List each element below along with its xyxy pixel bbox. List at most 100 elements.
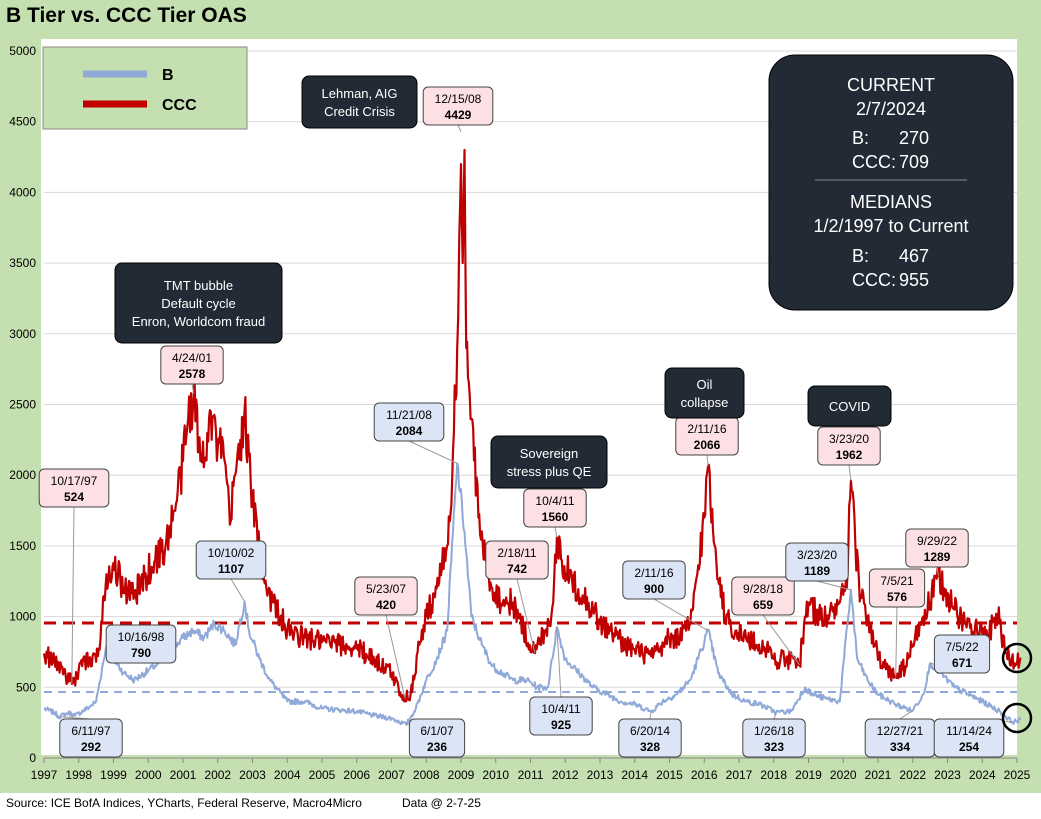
x-tick-label: 2005 bbox=[309, 768, 336, 782]
data-label-date: 6/11/97 bbox=[71, 724, 110, 738]
y-tick-label: 3500 bbox=[9, 256, 36, 270]
data-label-ccc: 10/17/97 524 bbox=[38, 468, 110, 508]
data-label-date: 10/4/11 bbox=[541, 702, 580, 716]
leader-line bbox=[653, 598, 709, 632]
data-label-box bbox=[485, 540, 549, 580]
leader-line bbox=[706, 454, 709, 466]
legend-label-ccc: CCC bbox=[162, 97, 197, 114]
data-label-value: 420 bbox=[376, 598, 396, 612]
leader-line bbox=[895, 606, 898, 677]
data-label-b: 12/27/21 334 bbox=[864, 718, 936, 758]
data-label-date: 11/21/08 bbox=[386, 408, 432, 422]
x-tick-label: 2025 bbox=[1004, 768, 1031, 782]
chart-title: B Tier vs. CCC Tier OAS bbox=[6, 4, 247, 27]
leader-line bbox=[230, 578, 245, 602]
x-tick-label: 2019 bbox=[795, 768, 822, 782]
data-label-box bbox=[933, 634, 991, 674]
annotation-panel bbox=[807, 385, 892, 427]
data-label-date: 12/15/08 bbox=[435, 92, 482, 106]
annotation-text: collapse bbox=[681, 395, 729, 410]
x-tick-label: 2013 bbox=[587, 768, 614, 782]
info-current-ccc-value: 709 bbox=[899, 152, 929, 172]
current-b-marker bbox=[1001, 702, 1033, 734]
data-label-box bbox=[373, 402, 445, 442]
leader-line bbox=[385, 614, 406, 699]
data-date-note: Data @ 2-7-25 bbox=[402, 796, 481, 810]
annotation-box: Oil collapse bbox=[664, 367, 745, 419]
info-median-b-label: B: bbox=[852, 246, 869, 266]
x-tick-label: 2015 bbox=[656, 768, 683, 782]
data-label-value: 2066 bbox=[694, 438, 721, 452]
legend-label-b: B bbox=[162, 67, 174, 84]
data-label-b: 1/26/18 323 bbox=[742, 718, 806, 758]
data-label-date: 6/20/14 bbox=[630, 724, 670, 738]
data-label-b: 11/21/08 2084 bbox=[373, 402, 445, 442]
data-label-value: 323 bbox=[764, 740, 784, 754]
legend: B CCC bbox=[42, 46, 248, 130]
annotation-text: Default cycle bbox=[161, 296, 235, 311]
x-tick-label: 2023 bbox=[934, 768, 961, 782]
annotation-text: Enron, Worldcom fraud bbox=[132, 314, 265, 329]
data-label-ccc: 5/23/07 420 bbox=[354, 576, 418, 616]
y-tick-label: 2000 bbox=[9, 468, 36, 482]
annotation-text: Credit Crisis bbox=[324, 104, 395, 119]
data-label-date: 2/11/16 bbox=[687, 422, 726, 436]
data-label-box bbox=[408, 718, 466, 758]
data-label-value: 2578 bbox=[179, 367, 206, 381]
data-label-ccc: 4/24/01 2578 bbox=[160, 345, 224, 385]
y-tick-label: 5000 bbox=[9, 44, 36, 58]
x-tick-label: 2010 bbox=[482, 768, 509, 782]
x-tick-label: 2007 bbox=[378, 768, 405, 782]
annotation-panel bbox=[490, 435, 608, 489]
data-label-b: 10/16/98 790 bbox=[105, 624, 177, 664]
data-label-b: 3/23/20 1189 bbox=[785, 542, 849, 582]
x-tick-label: 2008 bbox=[413, 768, 440, 782]
y-tick-label: 3000 bbox=[9, 327, 36, 341]
info-current-b-value: 270 bbox=[899, 128, 929, 148]
info-current-date: 2/7/2024 bbox=[856, 99, 926, 119]
x-tick-label: 2011 bbox=[518, 768, 544, 782]
data-label-ccc: 3/23/20 1962 bbox=[817, 426, 881, 466]
data-label-date: 2/11/16 bbox=[634, 566, 673, 580]
x-tick-label: 2001 bbox=[170, 768, 197, 782]
leader-line bbox=[762, 614, 800, 666]
x-tick-label: 1998 bbox=[65, 768, 92, 782]
info-current-b-label: B: bbox=[852, 128, 869, 148]
data-label-value: 328 bbox=[640, 740, 660, 754]
annotation-box: COVID bbox=[807, 385, 892, 427]
x-tick-label: 2006 bbox=[343, 768, 370, 782]
data-label-box bbox=[868, 568, 926, 608]
info-medians-label: MEDIANS bbox=[850, 192, 932, 212]
x-tick-label: 2003 bbox=[239, 768, 266, 782]
annotation-panel bbox=[301, 75, 418, 129]
data-label-box bbox=[195, 540, 267, 580]
data-label-box bbox=[105, 624, 177, 664]
x-tick-label: 2002 bbox=[204, 768, 231, 782]
annotation-panel bbox=[664, 367, 745, 419]
data-label-ccc: 9/28/18 659 bbox=[731, 576, 795, 616]
x-tick-label: 2000 bbox=[135, 768, 162, 782]
data-label-ccc: 2/11/16 2066 bbox=[675, 416, 739, 456]
y-tick-label: 0 bbox=[29, 751, 36, 765]
data-label-value: 334 bbox=[890, 740, 910, 754]
data-labels: 10/17/97 524 4/24/01 2578 12/15/08 4429 5/23/0… bbox=[38, 86, 1005, 758]
x-tick-label: 1997 bbox=[31, 768, 58, 782]
data-label-value: 254 bbox=[959, 740, 979, 754]
data-label-value: 790 bbox=[131, 646, 151, 660]
leader-line bbox=[556, 627, 562, 698]
annotation-text: stress plus QE bbox=[507, 464, 592, 479]
data-label-ccc: 2/18/11 742 bbox=[485, 540, 549, 580]
data-label-date: 6/1/07 bbox=[420, 724, 454, 738]
series-line-b bbox=[43, 462, 1022, 726]
leader-line bbox=[554, 526, 558, 538]
data-label-box bbox=[59, 718, 123, 758]
data-label-date: 12/27/21 bbox=[877, 724, 924, 738]
data-label-box bbox=[817, 426, 881, 466]
y-tick-label: 4500 bbox=[9, 115, 36, 129]
data-label-b: 6/11/97 292 bbox=[59, 718, 123, 758]
data-label-date: 10/17/97 bbox=[51, 474, 98, 488]
info-medians-range: 1/2/1997 to Current bbox=[813, 216, 968, 236]
median-lines bbox=[44, 621, 1017, 693]
data-label-date: 3/23/20 bbox=[829, 432, 869, 446]
data-label-date: 5/23/07 bbox=[366, 582, 406, 596]
